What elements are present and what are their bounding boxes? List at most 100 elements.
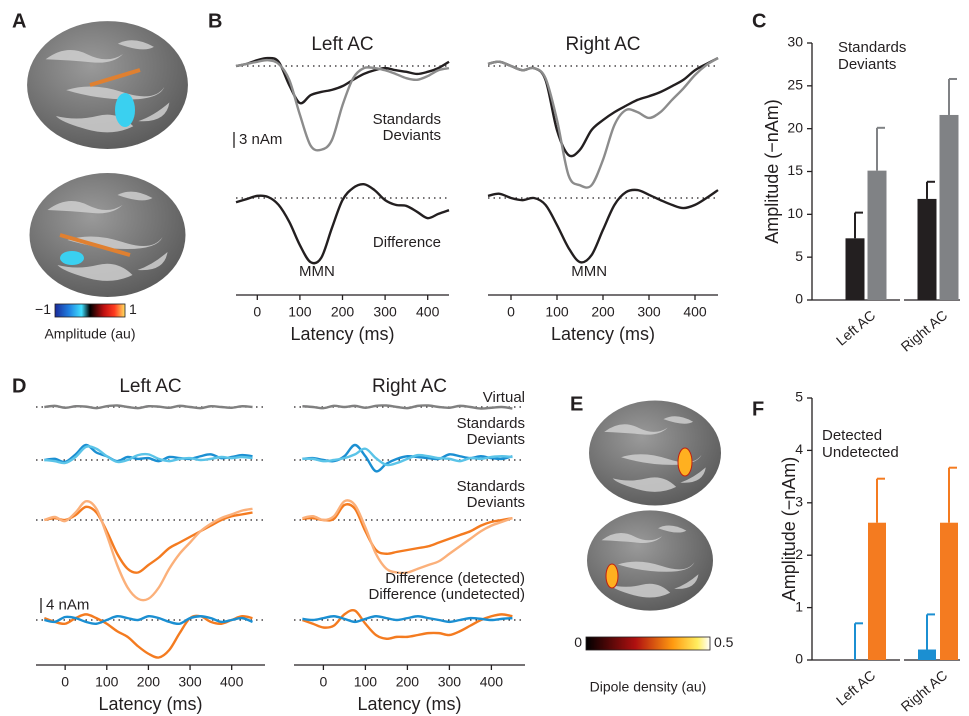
legend-label: Deviants [467,494,525,511]
x-tick-label: 0 [61,674,69,690]
y-tick-label: 5 [795,389,803,405]
annotation: MMN [571,263,607,280]
x-tick-label: 200 [331,304,355,320]
x-tick-label: 100 [354,674,378,690]
legend-label: Virtual [483,389,525,406]
trace [302,615,513,624]
y-axis-label: Amplitude (−nAm) [779,457,799,602]
y-tick-label: 30 [787,34,803,50]
x-tick-label: 400 [220,674,244,690]
x-tick-label: 400 [683,304,707,320]
legend-label: Standards [373,111,441,128]
bar [940,522,958,660]
panel-label: A [12,10,26,32]
x-tick-label: 400 [416,304,440,320]
trace [235,58,450,152]
panel-label: D [12,375,26,397]
colorbar-tick-label: −1 [35,301,51,317]
x-tick-label: 200 [137,674,161,690]
x-tick-label: Right AC [898,307,951,355]
y-tick-label: 10 [787,205,803,221]
trace [301,609,513,640]
x-tick-label: Left AC [833,667,878,709]
brain-lh [27,21,188,149]
annotation: MMN [299,263,335,280]
legend-label: Deviants [383,127,441,144]
dipole-blob [677,447,693,477]
panel-label: C [752,10,766,32]
x-tick-label: 0 [507,304,515,320]
colorbar-label: Amplitude (au) [44,326,135,342]
brain-rh [29,173,186,297]
trace [44,505,253,574]
legend-label: Difference (detected) [385,570,525,587]
trace [44,615,253,626]
trace [43,613,253,659]
legend-label: Detected [822,427,882,444]
y-tick-label: 1 [795,598,803,614]
subplot-title: Left AC [311,34,373,55]
source-blob [115,93,135,127]
trace [487,56,719,158]
colorbar-tick-label: 1 [129,301,137,317]
panel-label: F [752,398,764,420]
x-axis-label: Latency (ms) [357,694,461,714]
y-tick-label: 2 [795,546,803,562]
trace [302,503,513,555]
x-tick-label: Left AC [833,307,878,349]
trace [302,404,513,410]
legend-label: Deviants [838,56,896,73]
y-tick-label: 5 [795,248,803,264]
x-tick-label: 100 [545,304,569,320]
brain-rh [587,510,713,611]
x-tick-label: 200 [591,304,615,320]
x-axis-label: Latency (ms) [290,324,394,344]
x-tick-label: 300 [373,304,397,320]
legend-label: Difference [373,234,441,251]
x-tick-label: 100 [95,674,119,690]
scale-bar-label: 4 nAm [46,596,89,613]
y-tick-label: 15 [787,162,803,178]
subplot-title: Right AC [566,34,641,55]
brain-lh [589,400,721,506]
bar [918,649,936,660]
bar [845,238,865,300]
trace [44,445,253,465]
x-tick-label: 0 [320,674,328,690]
trace [235,182,450,265]
y-tick-label: 20 [787,119,803,135]
legend-label: Undetected [822,444,899,461]
subplot-title: Right AC [372,376,447,397]
x-tick-label: Right AC [898,667,951,715]
y-tick-label: 0 [795,291,803,307]
dipole-blob [605,563,619,589]
bar [939,114,959,301]
legend-label: Difference (undetected) [369,586,525,603]
x-tick-label: 400 [480,674,504,690]
y-axis-label: Amplitude (−nAm) [762,99,782,244]
panel-label: B [208,10,222,32]
colorbar [585,636,711,651]
trace [302,447,513,467]
source-blob [60,251,84,265]
x-tick-label: 300 [438,674,462,690]
y-tick-label: 0 [795,651,803,667]
bar [867,170,887,300]
colorbar-label: Dipole density (au) [590,679,707,695]
bar [917,198,937,300]
x-tick-label: 100 [288,304,312,320]
colorbar-tick-label: 0 [574,634,582,650]
panel-label: E [570,393,583,415]
trace [487,57,719,189]
source-blob [59,233,131,257]
legend-label: Standards [457,415,525,432]
x-tick-label: 300 [178,674,202,690]
y-tick-label: 25 [787,77,803,93]
x-tick-label: 300 [637,304,661,320]
brain-images [27,21,721,611]
trace [43,499,253,602]
colorbar-tick-label: 0.5 [714,634,734,650]
x-axis-label: Latency (ms) [98,694,202,714]
trace [44,404,253,410]
x-tick-label: 200 [396,674,420,690]
